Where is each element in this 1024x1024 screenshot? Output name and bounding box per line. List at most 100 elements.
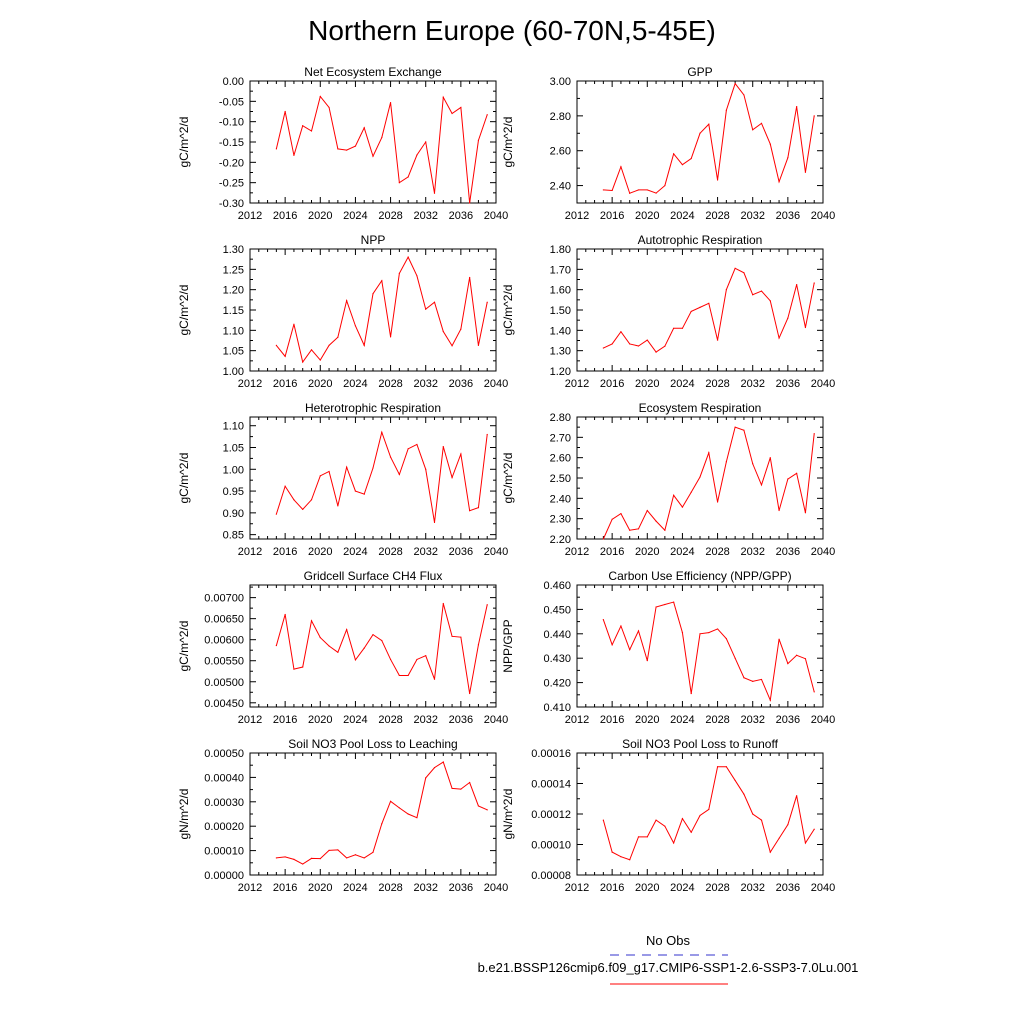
heterotrophic-respiration-x-tick-label: 2040 bbox=[484, 546, 508, 558]
autotrophic-respiration-data-point bbox=[681, 327, 684, 329]
npp-data-point bbox=[275, 344, 277, 346]
heterotrophic-respiration-y-tick-label: 0.90 bbox=[223, 508, 244, 520]
carbon-use-efficiency-npp-gpp-data-point bbox=[690, 692, 692, 695]
autotrophic-respiration-data-point bbox=[620, 331, 622, 333]
carbon-use-efficiency-npp-gpp-data-point bbox=[655, 606, 657, 608]
gridcell-surface-ch4-flux-data-point bbox=[460, 636, 462, 638]
net-ecosystem-exchange-data-point bbox=[425, 141, 427, 143]
net-ecosystem-exchange-data-point bbox=[442, 96, 444, 98]
autotrophic-respiration-data-point bbox=[796, 283, 798, 286]
soil-no3-pool-loss-to-leaching-y-tick-label: 0.00000 bbox=[204, 870, 244, 882]
gridcell-surface-ch4-flux-data-point bbox=[372, 634, 374, 636]
carbon-use-efficiency-npp-gpp-data-point bbox=[637, 630, 640, 632]
soil-no3-pool-loss-to-leaching-series-line bbox=[276, 761, 488, 865]
heterotrophic-respiration-data-point bbox=[389, 456, 392, 458]
soil-no3-pool-loss-to-runoff-data-point bbox=[708, 808, 710, 811]
gpp-x-tick-label: 2020 bbox=[635, 210, 659, 222]
gridcell-surface-ch4-flux-data-point bbox=[363, 647, 365, 649]
soil-no3-pool-loss-to-runoff-data-point bbox=[725, 766, 727, 768]
gpp-data-point bbox=[752, 129, 754, 131]
ecosystem-respiration-data-point bbox=[796, 472, 798, 474]
soil-no3-pool-loss-to-runoff-x-tick-label: 2036 bbox=[776, 882, 800, 894]
panel-autotrophic-respiration: Autotrophic Respiration 2012 2016 2020 2024 2… bbox=[501, 233, 835, 390]
net-ecosystem-exchange-data-point bbox=[460, 106, 462, 109]
net-ecosystem-exchange-data-point bbox=[486, 114, 488, 116]
gridcell-surface-ch4-flux-data-point bbox=[398, 674, 400, 677]
soil-no3-pool-loss-to-leaching-y-tick-label: 0.00030 bbox=[204, 797, 244, 809]
net-ecosystem-exchange-data-point bbox=[416, 154, 418, 156]
ecosystem-respiration-data-point bbox=[655, 520, 657, 522]
panel-soil-no3-pool-loss-to-leaching: Soil NO3 Pool Loss to Leaching 2012 2016 20… bbox=[177, 737, 508, 894]
gridcell-surface-ch4-flux-data-point bbox=[486, 604, 488, 606]
gpp-data-point bbox=[716, 179, 719, 181]
soil-no3-pool-loss-to-leaching-data-point bbox=[477, 805, 480, 807]
ecosystem-respiration-data-point bbox=[611, 518, 613, 520]
gridcell-surface-ch4-flux-y-tick-label: 0.00450 bbox=[204, 698, 244, 710]
heterotrophic-respiration-data-point bbox=[354, 490, 357, 492]
carbon-use-efficiency-npp-gpp-series-line bbox=[602, 601, 815, 703]
soil-no3-pool-loss-to-leaching-y-tick-label: 0.00020 bbox=[204, 821, 244, 833]
gpp-x-tick-label: 2036 bbox=[776, 210, 800, 222]
soil-no3-pool-loss-to-leaching-data-point bbox=[425, 777, 427, 779]
soil-no3-pool-loss-to-runoff-y-tick-label: 0.00010 bbox=[531, 840, 571, 852]
gridcell-surface-ch4-flux-data-point bbox=[469, 692, 471, 695]
heterotrophic-respiration-data-point bbox=[486, 433, 488, 436]
npp-data-point bbox=[407, 256, 409, 258]
soil-no3-pool-loss-to-leaching-x-tick-label: 2016 bbox=[273, 882, 297, 894]
ecosystem-respiration-data-point bbox=[708, 452, 710, 454]
ecosystem-respiration-x-tick-label: 2024 bbox=[670, 546, 694, 558]
heterotrophic-respiration-x-tick-label: 2028 bbox=[378, 546, 402, 558]
gpp-data-point bbox=[725, 109, 727, 111]
ecosystem-respiration-y-tick-label: 2.50 bbox=[550, 473, 571, 485]
autotrophic-respiration-data-point bbox=[752, 294, 754, 296]
soil-no3-pool-loss-to-leaching-data-point bbox=[469, 781, 471, 784]
autotrophic-respiration-y-tick-label: 1.70 bbox=[550, 264, 571, 276]
soil-no3-pool-loss-to-leaching-data-point bbox=[398, 807, 400, 809]
carbon-use-efficiency-npp-gpp-data-point bbox=[664, 603, 666, 606]
soil-no3-pool-loss-to-leaching-y-axis-label: gN/m^2/d bbox=[177, 789, 191, 840]
heterotrophic-respiration-y-axis-label: gC/m^2/d bbox=[177, 453, 191, 504]
carbon-use-efficiency-npp-gpp-y-tick-label: 0.440 bbox=[543, 629, 571, 641]
carbon-use-efficiency-npp-gpp-data-point bbox=[716, 628, 719, 630]
carbon-use-efficiency-npp-gpp-title: Carbon Use Efficiency (NPP/GPP) bbox=[608, 569, 791, 583]
ecosystem-respiration-data-point bbox=[664, 529, 666, 531]
autotrophic-respiration-data-point bbox=[716, 339, 719, 341]
carbon-use-efficiency-npp-gpp-data-point bbox=[760, 678, 763, 681]
gpp-data-point bbox=[813, 115, 815, 117]
gpp-data-point bbox=[620, 166, 622, 168]
soil-no3-pool-loss-to-runoff-data-point bbox=[637, 836, 640, 838]
soil-no3-pool-loss-to-runoff-data-point bbox=[629, 859, 631, 861]
heterotrophic-respiration-data-point bbox=[372, 467, 374, 469]
autotrophic-respiration-data-point bbox=[778, 337, 780, 339]
net-ecosystem-exchange-y-axis-label: gC/m^2/d bbox=[177, 117, 191, 168]
soil-no3-pool-loss-to-leaching-x-tick-label: 2036 bbox=[449, 882, 473, 894]
heterotrophic-respiration-y-tick-label: 0.85 bbox=[223, 530, 244, 542]
gridcell-surface-ch4-flux-data-point bbox=[302, 666, 304, 668]
carbon-use-efficiency-npp-gpp-x-tick-label: 2028 bbox=[705, 714, 729, 726]
soil-no3-pool-loss-to-runoff-y-tick-label: 0.00008 bbox=[531, 870, 571, 882]
gpp-data-point bbox=[760, 122, 763, 124]
npp-data-point bbox=[337, 336, 339, 338]
soil-no3-pool-loss-to-leaching-data-point bbox=[451, 787, 453, 789]
net-ecosystem-exchange-data-point bbox=[337, 148, 339, 150]
panel-npp: NPP 2012 2016 2020 2024 2028 2032 2036 2040 1.00 1… bbox=[177, 233, 508, 390]
autotrophic-respiration-frame bbox=[576, 248, 824, 372]
net-ecosystem-exchange-x-tick-label: 2016 bbox=[273, 210, 297, 222]
soil-no3-pool-loss-to-runoff-data-point bbox=[620, 856, 622, 858]
heterotrophic-respiration-data-point bbox=[284, 485, 286, 487]
autotrophic-respiration-x-tick-label: 2020 bbox=[635, 378, 659, 390]
heterotrophic-respiration-x-tick-label: 2012 bbox=[238, 546, 262, 558]
autotrophic-respiration-data-point bbox=[611, 343, 613, 345]
soil-no3-pool-loss-to-leaching-data-point bbox=[442, 761, 444, 763]
ecosystem-respiration-x-tick-label: 2020 bbox=[635, 546, 659, 558]
net-ecosystem-exchange-x-tick-label: 2040 bbox=[484, 210, 508, 222]
ecosystem-respiration-x-tick-label: 2016 bbox=[600, 546, 624, 558]
autotrophic-respiration-x-tick-label: 2040 bbox=[811, 378, 835, 390]
net-ecosystem-exchange-x-tick-label: 2020 bbox=[308, 210, 332, 222]
carbon-use-efficiency-npp-gpp-data-point bbox=[752, 680, 754, 682]
panel-carbon-use-efficiency-npp-gpp: Carbon Use Efficiency (NPP/GPP) 2012 2016 2… bbox=[501, 569, 835, 726]
gridcell-surface-ch4-flux-data-point bbox=[416, 658, 418, 661]
ecosystem-respiration-x-tick-label: 2036 bbox=[776, 546, 800, 558]
gpp-data-point bbox=[796, 106, 798, 108]
